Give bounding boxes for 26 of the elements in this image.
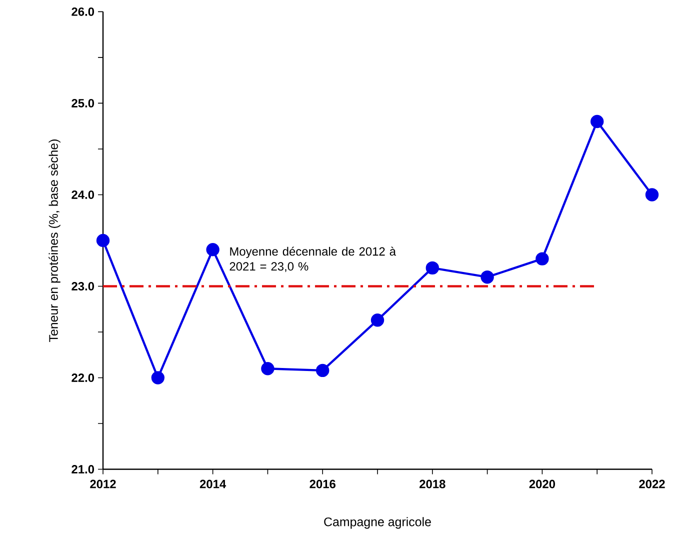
point [645, 188, 659, 202]
point [316, 364, 330, 378]
x-tick-label: 2022 [639, 480, 665, 488]
point [96, 234, 110, 248]
y-tick-label: 25.0 [72, 98, 94, 108]
x-tick-label: 2014 [200, 480, 226, 488]
x-tick-label: 2016 [310, 480, 336, 488]
point [151, 371, 165, 384]
y-tick-label: 26.0 [72, 7, 94, 16]
series-label: Moyenne décennale de 2012 à 2021 = 23,0 % [230, 246, 396, 272]
point [426, 261, 440, 275]
x-tick-label: 2012 [90, 480, 116, 488]
point [536, 252, 549, 266]
point [206, 243, 220, 256]
x-tick-label: 2020 [529, 480, 556, 488]
y-tick-label: 23.0 [72, 282, 94, 290]
x-tick-label: 2018 [420, 480, 446, 488]
y-tick-label: 21.0 [72, 465, 94, 474]
y-tick-label: 24.0 [72, 190, 94, 199]
point [590, 114, 604, 128]
x-axis-title: Campagne agricole [324, 517, 431, 529]
y-axis-title: Teneur en protéines (%, base sèche) [48, 140, 60, 342]
point [261, 362, 274, 376]
point [480, 270, 494, 284]
y-tick-label: 22.0 [72, 374, 94, 382]
point [370, 314, 384, 327]
